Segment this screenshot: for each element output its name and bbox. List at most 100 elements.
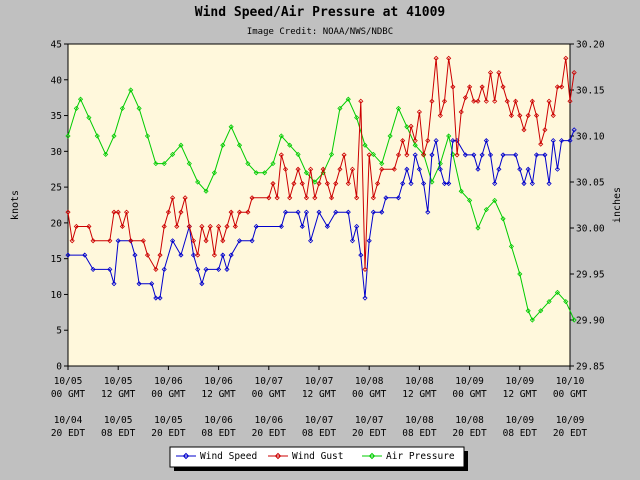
data-point — [295, 209, 301, 215]
data-point — [220, 142, 226, 148]
legend-marker — [274, 452, 282, 460]
x-tick-label: 08 EDT — [503, 428, 538, 439]
data-point — [433, 55, 439, 61]
data-point — [429, 179, 435, 185]
legend-label: Air Pressure — [386, 451, 455, 462]
y-right-tick-label: 30.15 — [576, 86, 605, 97]
data-point — [354, 195, 360, 201]
data-point — [144, 252, 151, 258]
y-left-tick-label: 25 — [51, 183, 62, 194]
data-point — [446, 180, 452, 187]
data-point — [379, 209, 385, 215]
data-point — [421, 180, 427, 187]
y-left-tick-label: 0 — [56, 362, 62, 373]
data-point — [228, 252, 234, 258]
data-point — [395, 105, 402, 111]
data-point — [517, 112, 523, 119]
data-point — [119, 105, 125, 111]
data-point — [521, 180, 527, 187]
data-point — [475, 98, 481, 104]
series-line — [67, 58, 575, 271]
data-point — [375, 180, 381, 187]
data-point — [203, 238, 209, 244]
data-point — [195, 179, 201, 185]
data-point — [454, 152, 460, 158]
data-point — [429, 98, 435, 104]
data-point — [308, 166, 314, 172]
data-point — [412, 138, 418, 144]
data-point — [128, 238, 134, 244]
data-point — [571, 127, 577, 133]
data-point — [178, 252, 184, 258]
x-tick-label: 12 GMT — [503, 389, 538, 400]
data-point — [303, 209, 310, 215]
data-point — [270, 161, 276, 167]
data-point — [73, 105, 79, 111]
y-right-tick-label: 30.05 — [576, 178, 605, 189]
data-point — [195, 266, 201, 272]
data-point — [496, 70, 502, 76]
data-point — [492, 197, 498, 203]
chart-legend: Wind Speed Wind Gust Air Pressure — [169, 446, 468, 471]
data-point — [408, 180, 414, 187]
data-point — [546, 299, 552, 305]
data-point — [236, 238, 243, 244]
data-point — [245, 161, 251, 167]
data-point — [220, 252, 226, 258]
data-point — [554, 289, 561, 295]
chart-subtitle: Image Credit: NOAA/NWS/NDBC — [247, 27, 393, 37]
data-point — [467, 84, 473, 90]
data-point — [128, 87, 134, 93]
data-point — [525, 308, 531, 314]
data-point — [270, 180, 276, 187]
data-point — [529, 98, 535, 104]
data-point — [278, 133, 284, 139]
plot-area — [67, 43, 571, 367]
data-point — [362, 295, 368, 301]
y-left-tick-label: 20 — [51, 218, 63, 229]
data-point — [475, 225, 481, 231]
data-point — [358, 98, 364, 104]
data-point — [203, 188, 209, 194]
y-right-tick-label: 29.85 — [576, 362, 605, 373]
x-tick-label: 10/05 — [104, 376, 133, 387]
x-tick-label: 10/08 — [405, 415, 434, 426]
data-point — [521, 127, 527, 133]
data-point — [136, 105, 142, 111]
data-point — [387, 133, 393, 139]
x-tick-label: 00 GMT — [553, 389, 588, 400]
data-point — [467, 197, 473, 203]
data-point — [69, 238, 75, 244]
data-point — [324, 223, 330, 230]
data-point — [370, 209, 376, 215]
data-point — [395, 195, 402, 201]
data-point — [462, 152, 468, 158]
data-point — [500, 84, 506, 90]
data-point — [395, 152, 402, 158]
data-point — [224, 266, 230, 272]
data-point — [178, 209, 184, 215]
x-tick-label: 12 GMT — [201, 389, 236, 400]
data-point — [65, 252, 71, 258]
data-point — [362, 266, 368, 272]
data-point — [157, 252, 163, 258]
data-point — [236, 209, 243, 215]
x-tick-label: 20 EDT — [452, 428, 487, 439]
x-tick-label: 00 GMT — [252, 389, 287, 400]
data-point — [195, 252, 201, 258]
x-tick-label: 10/08 — [455, 415, 484, 426]
y-left-tick-label: 45 — [51, 40, 62, 51]
data-point — [404, 166, 410, 172]
y-right-tick-label: 30.10 — [576, 132, 605, 143]
data-point — [249, 238, 255, 244]
data-point — [546, 180, 552, 187]
data-point — [559, 84, 565, 90]
data-point — [546, 98, 552, 104]
data-point — [517, 166, 523, 172]
x-tick-label: 12 GMT — [302, 389, 337, 400]
data-point — [299, 223, 305, 230]
data-point — [379, 166, 385, 172]
data-point — [542, 127, 548, 133]
data-point — [533, 152, 540, 158]
